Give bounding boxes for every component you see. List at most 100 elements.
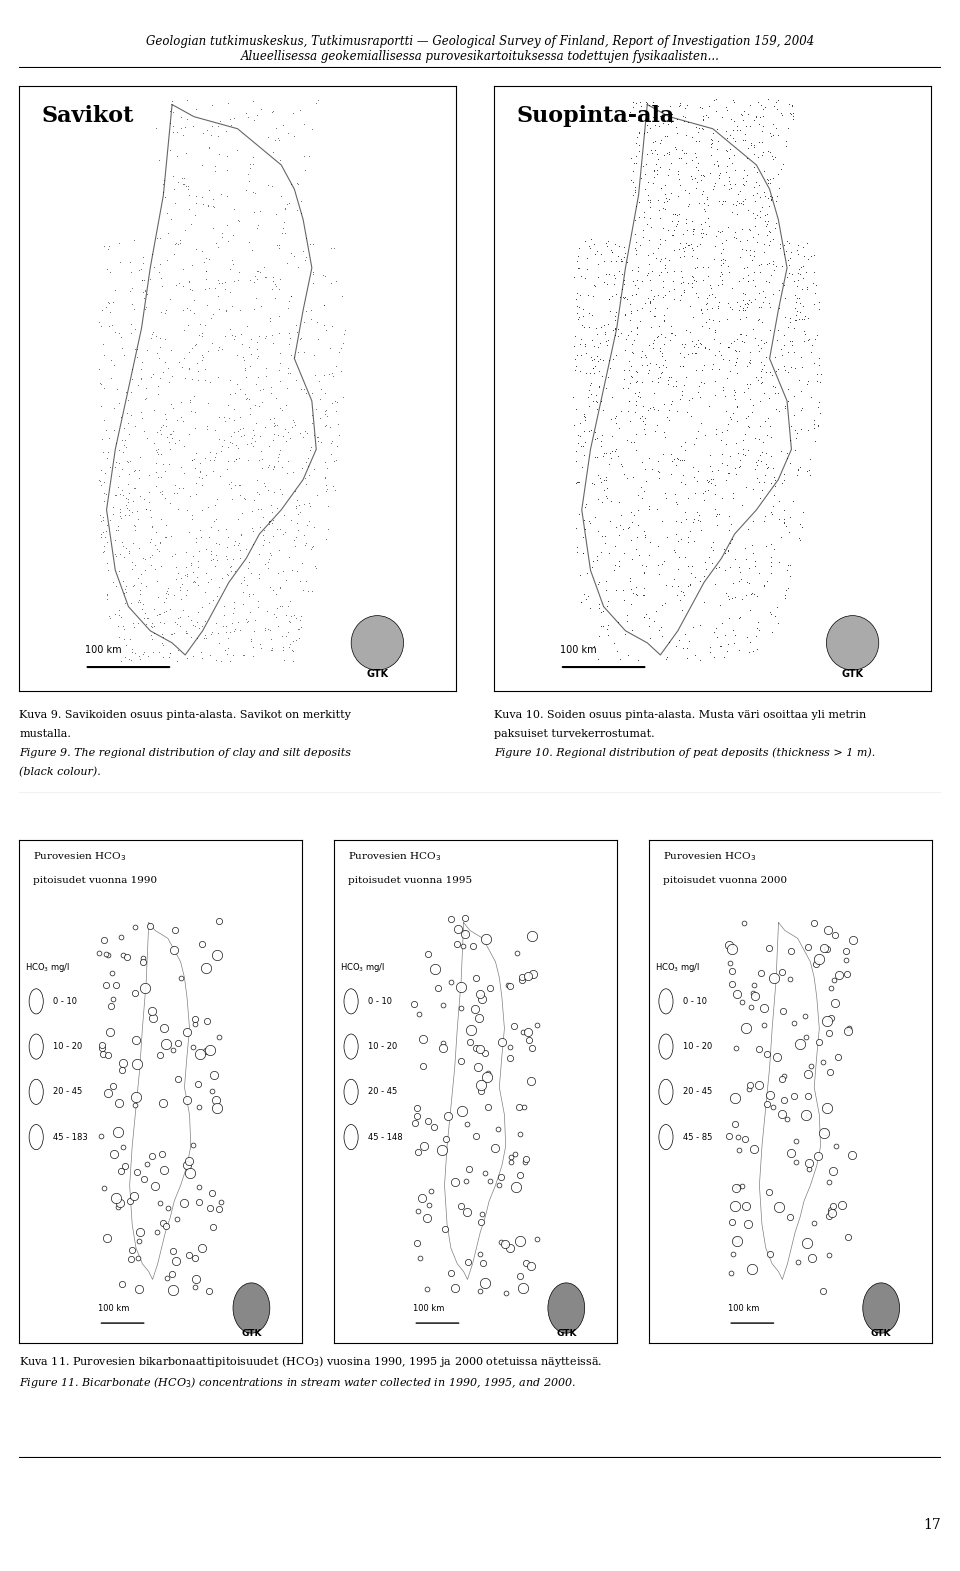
Point: [273, 575, 288, 600]
Point: [426, 1114, 442, 1139]
Point: [800, 231, 815, 256]
Point: [626, 90, 641, 115]
Point: [156, 632, 171, 657]
Point: [444, 906, 459, 932]
Point: [650, 162, 665, 187]
Point: [176, 297, 191, 322]
Point: [607, 231, 622, 256]
Point: [573, 410, 588, 435]
Point: [750, 145, 765, 170]
Point: [132, 644, 147, 669]
Point: [570, 256, 586, 281]
Point: [122, 503, 137, 528]
Point: [479, 1065, 494, 1090]
Text: 100 km: 100 km: [414, 1304, 444, 1313]
Point: [709, 295, 725, 320]
Point: [246, 581, 261, 606]
Point: [782, 1205, 798, 1230]
Point: [99, 418, 114, 443]
Point: [627, 272, 642, 297]
Point: [95, 520, 110, 545]
Point: [780, 314, 796, 339]
Point: [758, 330, 774, 355]
Point: [692, 94, 708, 119]
Point: [758, 269, 774, 294]
Point: [171, 561, 186, 586]
Point: [233, 522, 249, 547]
Point: [763, 550, 779, 575]
Point: [228, 324, 243, 349]
Point: [712, 633, 728, 658]
Point: [578, 493, 593, 518]
Point: [305, 116, 321, 141]
Point: [236, 485, 252, 511]
Point: [625, 182, 640, 207]
Point: [204, 93, 220, 118]
Point: [512, 1229, 527, 1254]
Point: [169, 555, 184, 580]
Point: [104, 366, 119, 391]
Point: [173, 390, 188, 415]
Point: [118, 379, 133, 404]
Point: [748, 325, 763, 350]
Point: [132, 646, 148, 671]
Point: [637, 342, 653, 368]
Point: [780, 265, 795, 291]
Point: [513, 1163, 528, 1188]
Point: [575, 525, 590, 550]
Point: [732, 294, 747, 319]
Point: [660, 248, 676, 273]
Point: [162, 641, 178, 666]
Point: [210, 517, 226, 542]
Point: [310, 424, 325, 449]
Point: [159, 1265, 175, 1290]
Point: [410, 1139, 425, 1164]
Point: [506, 1013, 521, 1038]
Point: [185, 559, 201, 584]
Point: [153, 506, 168, 531]
Point: [204, 113, 219, 138]
Point: [210, 267, 226, 292]
Point: [756, 278, 771, 303]
Point: [680, 193, 695, 218]
Point: [729, 1035, 744, 1060]
Point: [257, 264, 273, 289]
Point: [257, 474, 273, 500]
Point: [246, 531, 261, 556]
Point: [765, 281, 780, 306]
Point: [591, 374, 607, 399]
Point: [718, 247, 733, 272]
Point: [791, 306, 806, 331]
Point: [753, 390, 768, 415]
Point: [580, 283, 595, 308]
Point: [629, 124, 644, 149]
Point: [155, 625, 170, 650]
Point: [636, 121, 652, 146]
Point: [693, 212, 708, 237]
Point: [767, 474, 782, 500]
Point: [624, 364, 639, 390]
Point: [158, 1213, 174, 1238]
Point: [131, 611, 146, 636]
Point: [811, 390, 827, 415]
Point: [279, 251, 295, 276]
Point: [147, 614, 162, 639]
Point: [194, 595, 209, 621]
Point: [719, 126, 734, 151]
Point: [722, 531, 737, 556]
Point: [282, 325, 298, 350]
Text: Purovesien HCO$_3$: Purovesien HCO$_3$: [348, 850, 442, 864]
Point: [771, 397, 786, 423]
Point: [797, 328, 812, 353]
Point: [757, 462, 773, 487]
Point: [246, 179, 261, 204]
Point: [188, 96, 204, 121]
Point: [657, 347, 672, 372]
Point: [647, 129, 662, 154]
Point: [637, 412, 653, 437]
Point: [117, 503, 132, 528]
Point: [575, 434, 590, 459]
Point: [759, 423, 775, 448]
Point: [788, 426, 804, 451]
Point: [518, 1251, 534, 1276]
